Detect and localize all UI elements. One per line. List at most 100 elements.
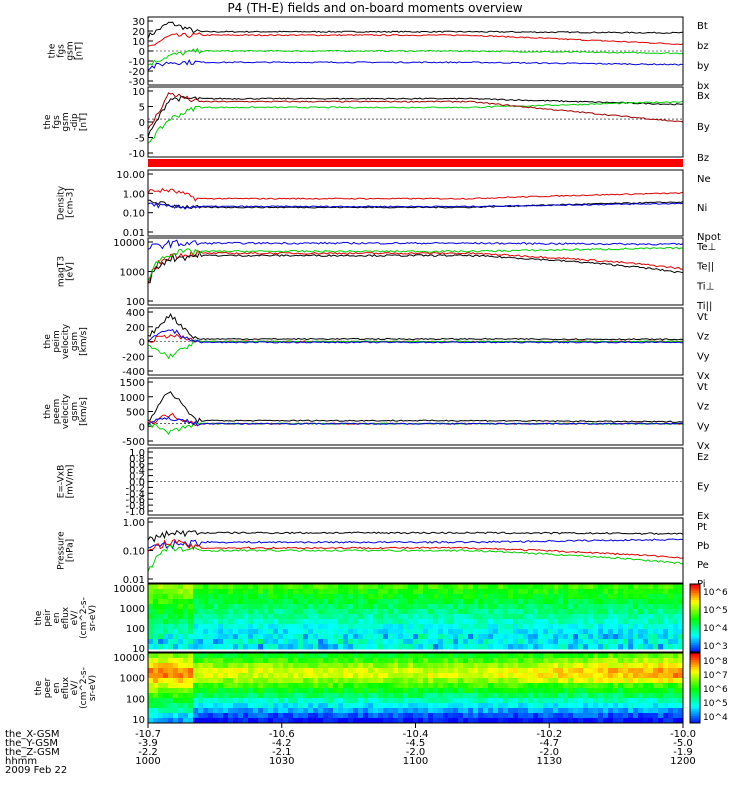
heatmap-cell [398,683,404,689]
heatmap-cell [613,609,619,615]
heatmap-cell [663,619,669,625]
heatmap-cell [498,624,504,630]
heatmap-cell [533,599,539,605]
heatmap-cell [663,713,669,719]
heatmap-cell [188,713,194,719]
heatmap-cell [378,589,384,595]
heatmap-cell [263,693,269,699]
heatmap-cell [443,634,449,640]
heatmap-cell [208,619,214,625]
heatmap-cell [473,614,479,620]
colorbar-step [690,629,700,633]
heatmap-cell [378,668,384,674]
heatmap-cell [543,639,549,645]
legend-entry: Vz [697,332,709,343]
heatmap-cell [148,644,154,650]
panel-frame [147,583,684,653]
heatmap-cell [573,594,579,600]
heatmap-cell [573,708,579,714]
heatmap-cell [473,658,479,664]
heatmap-cell [383,683,389,689]
heatmap-cell [513,604,519,610]
heatmap-cell [308,693,314,699]
heatmap-cell [488,688,494,694]
heatmap-cell [473,718,479,724]
heatmap-cell [548,658,554,664]
heatmap-cell [553,708,559,714]
heatmap-cell [168,698,174,704]
heatmap-cell [183,688,189,694]
heatmap-cell [433,683,439,689]
heatmap-cell [333,668,339,674]
heatmap-cell [518,693,524,699]
heatmap-cell [593,599,599,605]
legend-entry: by [697,61,709,72]
heatmap-cell [318,683,324,689]
heatmap-cell [338,678,344,684]
heatmap-cell [418,624,424,630]
heatmap-cell [583,693,589,699]
heatmap-cell [428,604,434,610]
heatmap-cell [258,708,264,714]
heatmap-cell [203,658,209,664]
heatmap-cell [248,599,254,605]
heatmap-cell [613,668,619,674]
heatmap-cell [463,673,469,679]
heatmap-cell [423,619,429,625]
heatmap-cell [638,663,644,669]
heatmap-cell [168,658,174,664]
heatmap-cell [353,668,359,674]
heatmap-cell [253,658,259,664]
heatmap-cell [453,708,459,714]
heatmap-cell [648,658,654,664]
heatmap-cell [228,604,234,610]
heatmap-cell [673,673,679,679]
heatmap-cell [183,683,189,689]
ytick-label: 0.10 [123,547,145,558]
heatmap-cell [673,619,679,625]
heatmap-cell [478,584,484,590]
heatmap-cell [268,693,274,699]
heatmap-cell [213,639,219,645]
heatmap-cell [638,634,644,640]
heatmap-cell [178,713,184,719]
heatmap-cell [228,584,234,590]
heatmap-cell [148,698,154,704]
heatmap-cell [638,713,644,719]
heatmap-cell [553,634,559,640]
heatmap-cell [568,629,574,635]
heatmap-cell [468,708,474,714]
heatmap-cell [188,658,194,664]
heatmap-cell [568,624,574,630]
heatmap-cell [293,634,299,640]
heatmap-cell [613,624,619,630]
heatmap-cell [213,688,219,694]
heatmap-cell [508,713,514,719]
heatmap-cell [593,673,599,679]
heatmap-cell [353,629,359,635]
heatmap-cell [553,594,559,600]
heatmap-cell [163,663,169,669]
heatmap-cell [288,594,294,600]
heatmap-cell [338,688,344,694]
heatmap-cell [398,624,404,630]
heatmap-cell [158,693,164,699]
heatmap-cell [343,708,349,714]
heatmap-cell [388,589,394,595]
heatmap-cell [603,663,609,669]
heatmap-cell [148,619,154,625]
heatmap-cell [678,624,684,630]
heatmap-cell [388,644,394,650]
heatmap-cell [408,594,414,600]
heatmap-cell [538,584,544,590]
heatmap-cell [578,693,584,699]
heatmap-cell [588,634,594,640]
heatmap-cell [628,614,634,620]
heatmap-cell [598,688,604,694]
heatmap-cell [463,688,469,694]
heatmap-cell [283,614,289,620]
heatmap-cell [313,663,319,669]
legend-entry: Vy [697,351,710,362]
